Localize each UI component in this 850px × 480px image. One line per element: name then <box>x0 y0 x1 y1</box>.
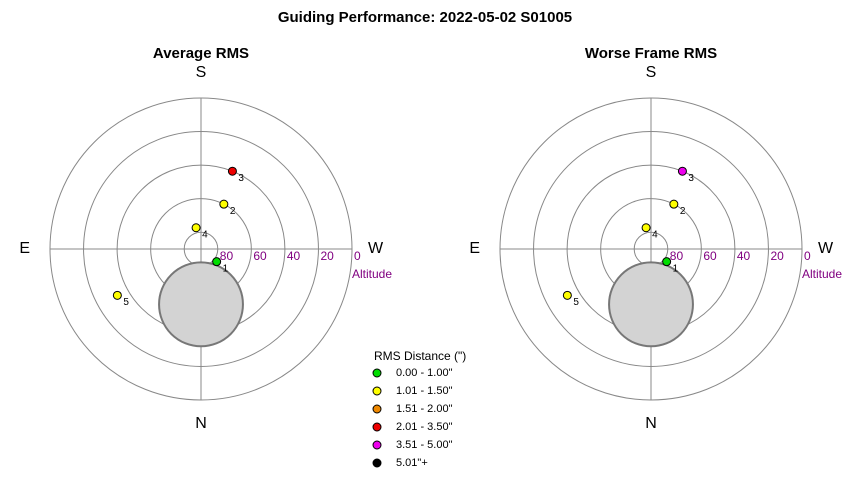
direction-label: E <box>19 240 30 257</box>
r-tick-label: 80 <box>670 249 684 263</box>
r-tick-label: 80 <box>220 249 234 263</box>
point <box>191 223 201 233</box>
grid-ring <box>499 97 803 401</box>
direction-label: E <box>469 240 480 257</box>
grid-ring <box>83 131 319 367</box>
r-tick-label: 40 <box>737 249 751 263</box>
moon <box>608 261 694 348</box>
point-label: 3 <box>238 173 244 184</box>
subplot-title: Worse Frame RMS <box>585 45 717 62</box>
r-tick-label: 20 <box>320 249 334 263</box>
point <box>662 257 672 267</box>
point <box>219 199 229 209</box>
direction-label: N <box>645 415 657 432</box>
r-tick-label: 0 <box>354 249 361 263</box>
legend-swatch <box>372 404 382 414</box>
r-tick-label: 60 <box>253 249 267 263</box>
legend-label: 3.51 - 5.00" <box>396 439 453 451</box>
radial-label: Altitude <box>352 267 392 281</box>
direction-label: S <box>196 64 207 81</box>
point-label: 2 <box>680 206 686 217</box>
legend-swatch <box>372 458 382 468</box>
point-label: 1 <box>673 263 679 274</box>
r-tick-label: 0 <box>804 249 811 263</box>
legend-label: 2.01 - 3.50" <box>396 421 453 433</box>
legend-title: RMS Distance (") <box>374 349 466 363</box>
legend-swatch <box>372 422 382 432</box>
point-label: 1 <box>223 263 229 274</box>
direction-label: S <box>646 64 657 81</box>
point <box>562 290 572 300</box>
point-label: 3 <box>688 173 694 184</box>
point <box>677 166 687 176</box>
r-tick-label: 60 <box>703 249 717 263</box>
legend-swatch <box>372 440 382 450</box>
point <box>641 223 651 233</box>
point-label: 4 <box>202 229 208 240</box>
legend-label: 5.01"+ <box>396 457 428 469</box>
point <box>212 257 222 267</box>
chart-title: Guiding Performance: 2022-05-02 S01005 <box>278 9 572 26</box>
legend-label: 1.51 - 2.00" <box>396 403 453 415</box>
legend-swatch <box>372 386 382 396</box>
subplot-title: Average RMS <box>153 45 249 62</box>
legend-swatch <box>372 368 382 378</box>
point-label: 2 <box>230 206 236 217</box>
legend-label: 0.00 - 1.00" <box>396 367 453 379</box>
legend-label: 1.01 - 1.50" <box>396 385 453 397</box>
point-label: 5 <box>573 297 579 308</box>
r-tick-label: 40 <box>287 249 301 263</box>
r-tick-label: 20 <box>770 249 784 263</box>
direction-label: N <box>195 415 207 432</box>
point <box>669 199 679 209</box>
point-label: 5 <box>123 297 129 308</box>
direction-label: W <box>818 240 834 257</box>
direction-label: W <box>368 240 384 257</box>
moon <box>158 261 244 348</box>
grid-ring <box>533 131 769 367</box>
point <box>112 290 122 300</box>
grid-ring <box>49 97 353 401</box>
point <box>227 166 237 176</box>
radial-label: Altitude <box>802 267 842 281</box>
point-label: 4 <box>652 229 658 240</box>
